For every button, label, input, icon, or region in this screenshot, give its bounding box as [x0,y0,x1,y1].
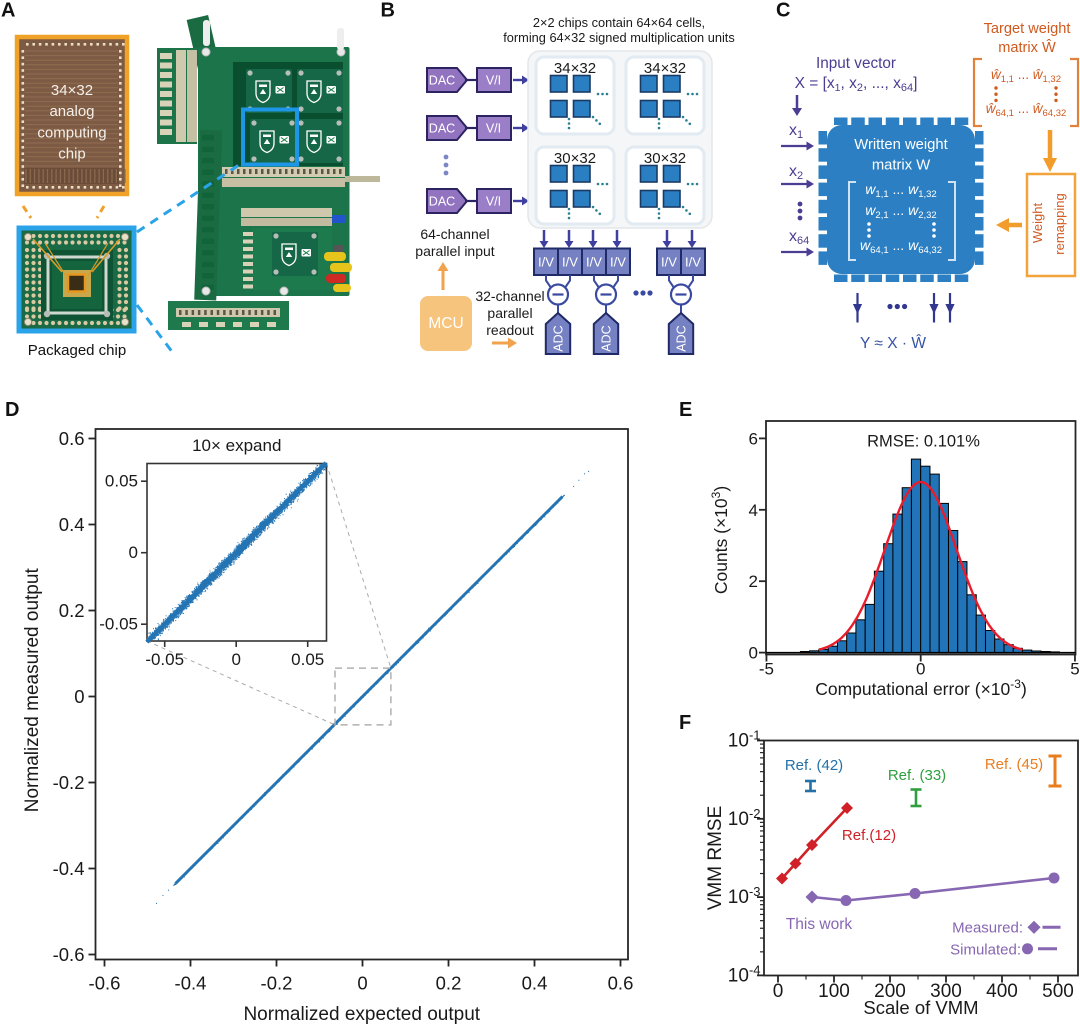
svg-text:0.6: 0.6 [59,428,85,449]
svg-text:V/I: V/I [486,195,501,209]
svg-text:-0.05: -0.05 [99,615,138,634]
svg-text:-0.05: -0.05 [145,650,184,669]
svg-text:DAC: DAC [429,195,455,209]
svg-text:DAC: DAC [429,122,455,136]
svg-text:V/I: V/I [486,122,501,136]
svg-text:-0.4: -0.4 [175,973,207,994]
svg-text:Scale of VMM: Scale of VMM [863,997,978,1018]
svg-text:chip: chip [58,146,86,163]
svg-text:0.4: 0.4 [59,514,85,535]
svg-text:0: 0 [916,660,925,679]
svg-text:readout: readout [486,322,534,338]
svg-text:0.2: 0.2 [436,973,462,994]
svg-text:32-channel: 32-channel [475,288,544,304]
svg-text:C: C [776,0,790,22]
svg-text:0: 0 [749,644,758,663]
svg-text:computing: computing [37,124,106,141]
svg-text:I/V: I/V [586,255,602,270]
svg-text:-5: -5 [759,660,774,679]
svg-text:matrix W: matrix W [872,158,930,174]
svg-text:V/I: V/I [486,74,501,88]
svg-text:300: 300 [930,981,962,1002]
svg-text:5: 5 [1070,660,1079,679]
svg-text:500: 500 [1042,981,1074,1002]
svg-text:0.4: 0.4 [522,973,548,994]
svg-text:parallel: parallel [487,305,532,321]
svg-text:2: 2 [749,572,758,591]
svg-text:Input vector: Input vector [816,55,896,72]
svg-text:4: 4 [749,501,758,520]
svg-text:0.6: 0.6 [608,973,634,994]
svg-text:0: 0 [773,981,784,1002]
svg-text:E: E [679,399,692,421]
svg-text:matrix Ŵ: matrix Ŵ [998,39,1056,56]
svg-text:I/V: I/V [661,255,677,270]
svg-text:100: 100 [818,981,850,1002]
svg-text:Target weight: Target weight [984,21,1071,37]
svg-text:Packaged chip: Packaged chip [28,342,126,359]
svg-text:30×32: 30×32 [554,150,596,167]
svg-text:D: D [5,399,19,421]
svg-text:Simulated:: Simulated: [950,942,1021,959]
svg-text:Ref.(12): Ref.(12) [842,827,896,844]
svg-text:0: 0 [74,686,84,707]
svg-text:I/V: I/V [538,255,554,270]
svg-text:0.05: 0.05 [105,472,138,491]
svg-text:Normalized expected output: Normalized expected output [243,1004,480,1025]
svg-text:Counts (×103): Counts (×103) [709,486,731,594]
svg-text:B: B [381,0,395,22]
svg-text:I/V: I/V [562,255,578,270]
svg-text:34×32: 34×32 [51,82,93,99]
svg-text:-0.6: -0.6 [53,944,85,965]
svg-text:30×32: 30×32 [644,150,686,167]
svg-text:ADC: ADC [675,325,689,351]
svg-text:0.05: 0.05 [291,650,324,669]
svg-text:DAC: DAC [429,74,455,88]
svg-text:34×32: 34×32 [644,60,686,77]
svg-text:-0.2: -0.2 [53,772,85,793]
svg-text:-0.2: -0.2 [261,973,293,994]
svg-text:64-channel: 64-channel [420,226,489,242]
svg-text:A: A [1,0,15,22]
svg-text:34×32: 34×32 [554,60,596,77]
svg-text:0: 0 [231,650,240,669]
svg-text:200: 200 [874,981,906,1002]
svg-text:This work: This work [786,916,853,933]
svg-text:parallel input: parallel input [415,243,494,259]
svg-text:ADC: ADC [552,325,566,351]
svg-text:analog: analog [49,103,94,120]
svg-text:forming 64×32 signed multiplic: forming 64×32 signed multiplication unit… [503,30,735,45]
svg-text:MCU: MCU [428,315,463,332]
svg-text:Weight: Weight [1030,203,1045,244]
svg-text:Ref. (42): Ref. (42) [785,757,843,774]
svg-text:X = [x1, x2, ..., x64]: X = [x1, x2, ..., x64] [795,75,918,94]
svg-text:Written weight: Written weight [854,137,947,153]
svg-text:ADC: ADC [600,325,614,351]
svg-text:0: 0 [129,543,138,562]
svg-text:6: 6 [749,429,758,448]
svg-text:-0.4: -0.4 [53,858,85,879]
svg-text:remapping: remapping [1052,193,1067,254]
svg-text:Ref. (45): Ref. (45) [985,756,1043,773]
svg-text:Normalized measured output: Normalized measured output [22,568,43,813]
svg-text:2×2 chips contain 64×64 cells,: 2×2 chips contain 64×64 cells, [533,15,705,30]
svg-text:400: 400 [986,981,1018,1002]
svg-text:I/V: I/V [610,255,626,270]
svg-text:I/V: I/V [685,255,701,270]
svg-text:Measured:: Measured: [952,920,1023,937]
svg-text:10× expand: 10× expand [192,436,281,455]
svg-text:VMM RMSE: VMM RMSE [705,806,726,911]
svg-text:Computational error (×10-3): Computational error (×10-3) [815,677,1027,699]
svg-text:0: 0 [357,973,367,994]
svg-text:0.2: 0.2 [59,600,85,621]
svg-text:RMSE: 0.101%: RMSE: 0.101% [867,433,980,451]
svg-text:-0.6: -0.6 [89,973,121,994]
svg-text:Ref. (33): Ref. (33) [888,767,946,784]
svg-text:F: F [679,712,691,734]
svg-text:Y ≈ X · Ŵ: Y ≈ X · Ŵ [860,335,926,352]
